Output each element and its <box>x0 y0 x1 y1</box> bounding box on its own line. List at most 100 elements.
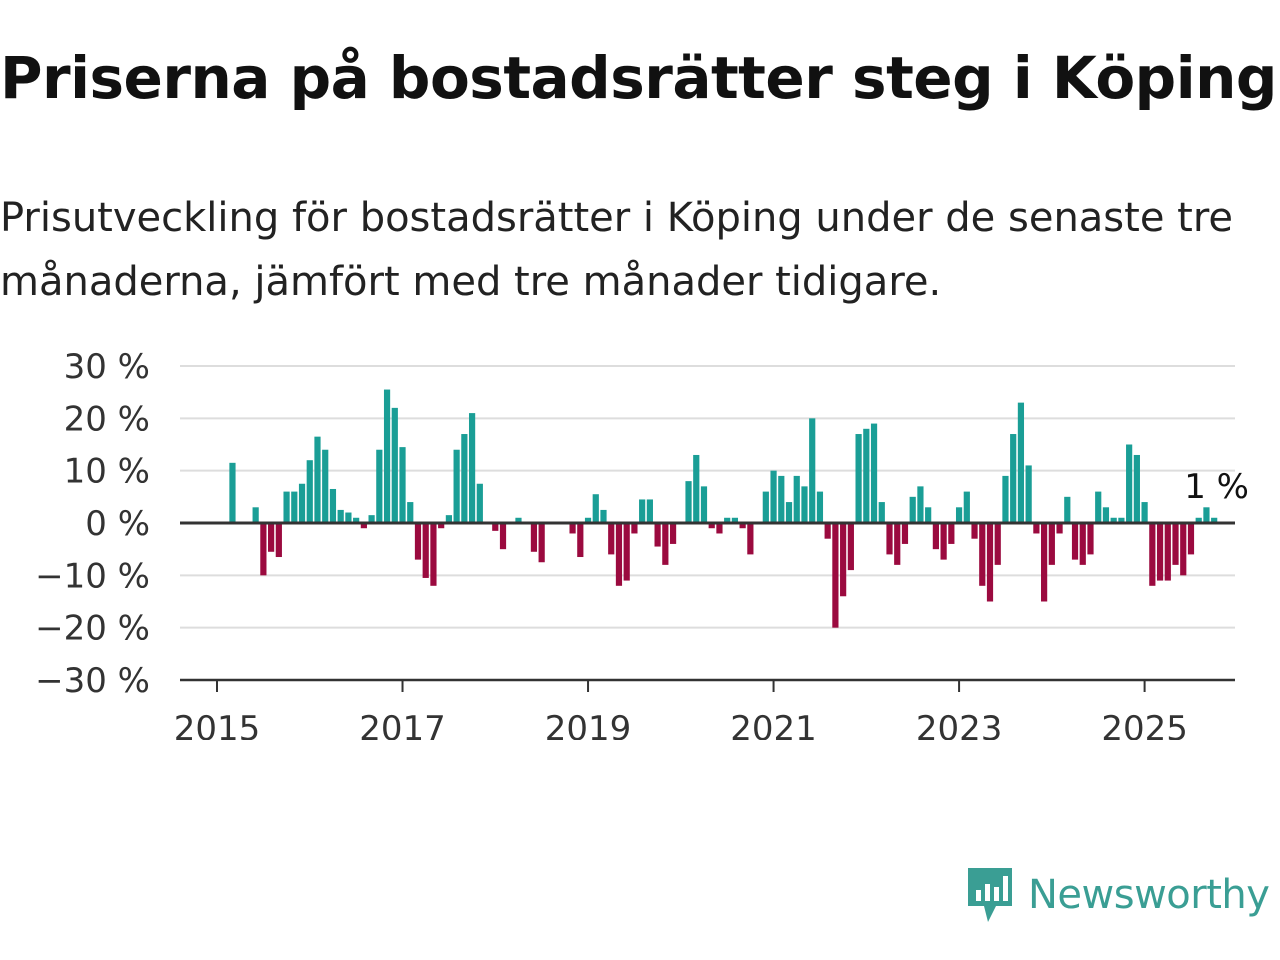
bar <box>414 523 422 560</box>
bar <box>1095 491 1102 523</box>
bar <box>639 499 646 523</box>
bar <box>631 523 638 534</box>
bar <box>1203 507 1210 523</box>
bar <box>461 434 468 523</box>
bar <box>1172 523 1179 565</box>
bar <box>824 523 831 539</box>
bar <box>731 517 739 523</box>
x-tick-label: 2019 <box>545 709 632 740</box>
bar <box>1048 523 1055 565</box>
bar <box>623 523 630 581</box>
bar <box>283 491 290 523</box>
last-value-annotation: 1 % <box>1184 467 1249 507</box>
bar <box>1010 434 1017 523</box>
bar <box>322 449 329 523</box>
bar <box>329 488 337 523</box>
bar <box>971 523 978 539</box>
bar <box>840 523 847 597</box>
bar <box>314 436 321 523</box>
bar <box>383 389 391 523</box>
bar <box>770 470 777 523</box>
y-tick-label: 20 % <box>64 399 150 439</box>
bar <box>1033 523 1040 534</box>
bar <box>268 523 275 552</box>
bar <box>337 509 344 523</box>
bar <box>1187 523 1195 555</box>
bar <box>793 475 800 523</box>
bar <box>1126 444 1133 523</box>
bar <box>1118 517 1125 523</box>
bar <box>530 523 538 552</box>
y-tick-label: 10 % <box>64 452 150 492</box>
y-tick-label: −20 % <box>35 609 150 649</box>
bar <box>654 523 661 547</box>
axes <box>180 521 1235 692</box>
bar <box>453 449 460 523</box>
bar <box>940 523 947 560</box>
bar <box>1164 523 1171 581</box>
bar <box>430 523 437 586</box>
bar <box>708 523 715 529</box>
bar <box>739 523 746 529</box>
bar <box>445 515 452 523</box>
bar <box>360 523 367 529</box>
bar <box>1180 523 1187 576</box>
bar <box>229 462 236 523</box>
bar <box>291 491 298 523</box>
bar <box>306 460 313 523</box>
x-tick-label: 2025 <box>1101 709 1188 740</box>
bar <box>577 523 584 558</box>
y-tick-label: 0 % <box>85 504 150 544</box>
bar <box>1195 517 1202 523</box>
bar <box>669 523 677 544</box>
bar <box>368 515 375 523</box>
bar <box>724 517 731 523</box>
bar <box>515 517 522 523</box>
bar <box>538 523 545 563</box>
bar <box>1156 523 1164 581</box>
bar <box>863 428 870 523</box>
bar <box>615 523 623 586</box>
bar <box>600 509 607 523</box>
bar <box>894 523 901 565</box>
bar <box>878 502 885 523</box>
x-tick-label: 2015 <box>174 709 261 740</box>
bar <box>685 481 692 523</box>
bar <box>801 486 808 523</box>
bar <box>955 507 963 523</box>
bar <box>376 449 383 523</box>
bar <box>747 523 754 555</box>
bar <box>901 523 909 544</box>
bar <box>569 523 576 534</box>
bar <box>932 523 939 550</box>
bar <box>662 523 669 565</box>
bar-chart: 30 %20 %10 %0 %−10 %−20 %−30 % 2015 2017 2… <box>35 347 1249 740</box>
bar <box>816 491 824 523</box>
bar <box>1064 496 1071 523</box>
grid-lines <box>180 365 1235 629</box>
bar <box>298 483 306 523</box>
y-tick-label: 30 % <box>64 347 150 387</box>
bar <box>886 523 893 555</box>
bar <box>1017 402 1025 523</box>
bar <box>608 523 615 555</box>
bar <box>584 517 592 523</box>
bar <box>963 491 970 523</box>
bar <box>1079 523 1086 565</box>
bar <box>832 523 839 628</box>
bar <box>700 486 708 523</box>
bar <box>870 423 878 523</box>
bar <box>948 523 955 544</box>
bar <box>909 496 916 523</box>
bar <box>762 491 769 523</box>
bar <box>260 523 267 576</box>
bar <box>275 523 282 558</box>
bar <box>422 523 429 578</box>
bar <box>499 523 507 550</box>
bar <box>1041 523 1048 602</box>
chart-title: Priserna på bostadsrätter steg i Köping <box>0 44 1277 112</box>
bar <box>646 499 653 523</box>
bar <box>917 486 924 523</box>
bar <box>1025 465 1032 523</box>
bar <box>438 523 445 529</box>
